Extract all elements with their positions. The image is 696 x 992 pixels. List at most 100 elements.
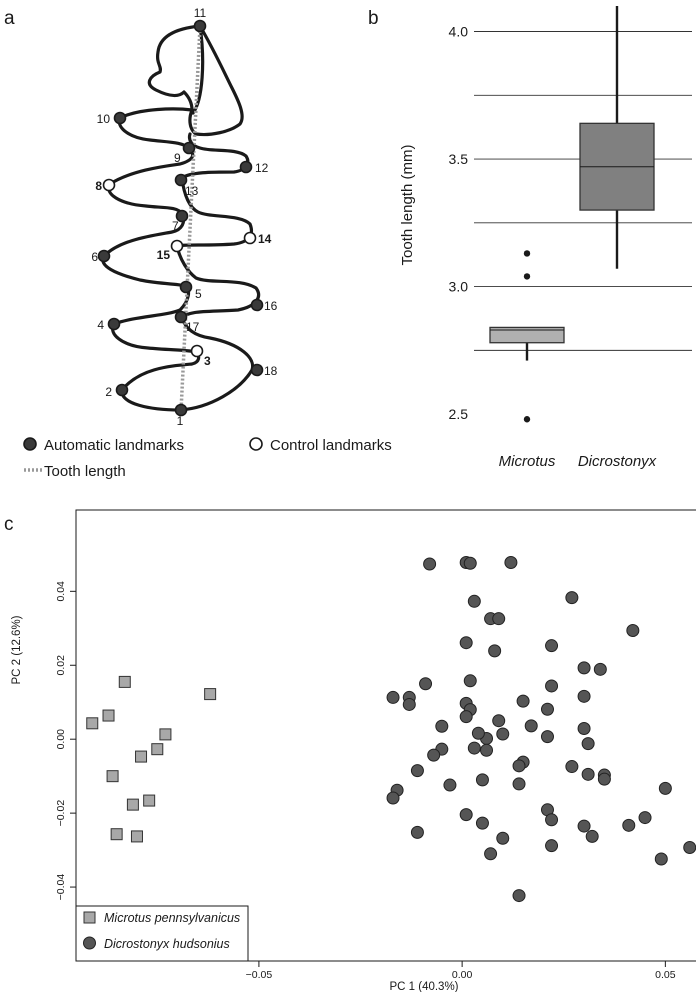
- scatter-point-dicrostonyx: [475, 773, 489, 787]
- scatter-point-dicrostonyx: [504, 555, 518, 569]
- scatter-point-microtus: [135, 750, 148, 763]
- landmark-label-15: 15: [157, 248, 171, 262]
- scatter-point-dicrostonyx: [480, 743, 494, 757]
- boxplot-y-axis-label: Tooth length (mm): [399, 145, 416, 266]
- automatic-landmark-9: [182, 141, 196, 155]
- panel-label-c: c: [4, 514, 14, 535]
- scatter-point-dicrostonyx: [459, 808, 473, 822]
- scatter-point-dicrostonyx: [463, 556, 477, 570]
- scatter-point-dicrostonyx: [524, 719, 538, 733]
- legend-microtus-marker: [83, 911, 96, 924]
- landmark-label-2: 2: [105, 385, 112, 399]
- scatter-point-dicrostonyx: [410, 825, 424, 839]
- scatter-point-dicrostonyx: [386, 791, 400, 805]
- scatter-x-tick-label: 0.05: [655, 969, 676, 981]
- scatter-point-dicrostonyx: [484, 847, 498, 861]
- scatter-x-axis-label: PC 1 (40.3%): [389, 981, 458, 992]
- scatter-y-ticks: −0.04 −0.02 0.00 0.02 0.04: [55, 581, 76, 900]
- boxplot-box-microtus: [489, 326, 565, 344]
- panel-label-b: b: [368, 8, 379, 29]
- scatter-point-dicrostonyx: [488, 644, 502, 658]
- automatic-landmark-12: [239, 160, 253, 174]
- boxplot-y-tick-label: 2.5: [449, 406, 469, 422]
- scatter-point-dicrostonyx: [459, 710, 473, 724]
- boxplot-boxes: [489, 6, 655, 423]
- legend-control-label: Control landmarks: [270, 437, 392, 454]
- legend-automatic-label: Automatic landmarks: [44, 437, 184, 454]
- scatter-point-dicrostonyx: [496, 831, 510, 845]
- scatter-point-microtus: [118, 675, 131, 688]
- scatter-point-dicrostonyx: [577, 721, 591, 735]
- scatter-point-microtus: [126, 798, 139, 811]
- scatter-y-tick-label: 0.02: [55, 655, 67, 676]
- landmark-label-6: 6: [91, 250, 98, 264]
- scatter-point-dicrostonyx: [626, 624, 640, 638]
- scatter-point-microtus: [204, 688, 217, 701]
- scatter-point-dicrostonyx: [435, 719, 449, 733]
- scatter-point-microtus: [143, 794, 156, 807]
- scatter-point-dicrostonyx: [540, 702, 554, 716]
- scatter-points: [86, 555, 696, 903]
- scatter-point-dicrostonyx: [427, 748, 441, 762]
- automatic-landmark-5: [179, 280, 193, 294]
- boxplot-outlier: [523, 416, 531, 423]
- landmark-label-13: 13: [185, 184, 199, 198]
- scatter-point-dicrostonyx: [492, 612, 506, 626]
- scatter-y-tick-label: −0.04: [55, 874, 67, 901]
- scatter-point-dicrostonyx: [423, 557, 437, 571]
- boxplot-y-ticks: 2.5 3.0 3.5 4.0: [449, 24, 469, 423]
- landmark-label-8: 8: [95, 179, 102, 193]
- automatic-landmark-4: [107, 317, 121, 331]
- scatter-point-dicrostonyx: [545, 679, 559, 693]
- tooth-outline-lower: [101, 107, 201, 412]
- scatter-y-tick-label: −0.02: [55, 800, 67, 827]
- scatter-point-dicrostonyx: [475, 816, 489, 830]
- legend-dicrostonyx-label: Dicrostonyx hudsonius: [104, 937, 230, 951]
- scatter-point-dicrostonyx: [545, 639, 559, 653]
- boxplot-y-tick-label: 3.5: [449, 151, 469, 167]
- boxplot-x-ticks: Microtus Dicrostonyx: [499, 453, 657, 470]
- automatic-landmark-7: [175, 209, 189, 223]
- scatter-point-dicrostonyx: [402, 697, 416, 711]
- scatter-point-dicrostonyx: [467, 594, 481, 608]
- scatter-y-tick-label: 0.00: [55, 729, 67, 750]
- automatic-landmark-2: [115, 383, 129, 397]
- legend-tooth-length-label: Tooth length: [44, 463, 126, 480]
- boxplot-y-tick-label: 3.0: [449, 279, 469, 295]
- scatter-point-dicrostonyx: [492, 714, 506, 728]
- scatter-point-dicrostonyx: [597, 772, 611, 786]
- scatter-point-dicrostonyx: [565, 760, 579, 774]
- automatic-landmark-6: [97, 249, 111, 263]
- scatter-x-ticks: −0.05 0.00 0.05: [246, 961, 676, 981]
- boxplot-y-tick-label: 4.0: [449, 24, 469, 40]
- legend-microtus-label: Microtus pennsylvanicus: [104, 911, 240, 925]
- landmark-label-4: 4: [97, 318, 104, 332]
- scatter-point-dicrostonyx: [658, 781, 672, 795]
- scatter-point-microtus: [159, 728, 172, 741]
- scatter-point-dicrostonyx: [577, 819, 591, 833]
- automatic-landmark-18: [250, 363, 264, 377]
- pca-scatter-chart: −0.05 0.00 0.05 −0.04 −0.02 0.00 0.02 0.04 PC …: [11, 509, 696, 992]
- automatic-landmark-11: [193, 19, 207, 33]
- boxplot-x-tick-label: Dicrostonyx: [578, 453, 657, 470]
- boxplot-outlier: [523, 250, 531, 257]
- scatter-point-dicrostonyx: [638, 811, 652, 825]
- panel-label-a: a: [4, 8, 15, 29]
- landmark-label-9: 9: [174, 151, 181, 165]
- control-landmark-3: [190, 344, 204, 358]
- scatter-point-microtus: [86, 717, 99, 730]
- scatter-point-dicrostonyx: [459, 636, 473, 650]
- landmark-label-3: 3: [204, 354, 211, 368]
- landmark-label-10: 10: [97, 112, 111, 126]
- scatter-point-dicrostonyx: [540, 730, 554, 744]
- boxplot-gridlines: [474, 31, 692, 351]
- scatter-y-tick-label: 0.04: [55, 581, 67, 602]
- scatter-point-microtus: [151, 743, 164, 756]
- scatter-point-dicrostonyx: [410, 764, 424, 778]
- landmark-label-11: 11: [194, 6, 207, 20]
- scatter-point-dicrostonyx: [593, 662, 607, 676]
- legend-dicrostonyx-marker: [83, 936, 96, 950]
- scatter-point-dicrostonyx: [463, 674, 477, 688]
- scatter-legend: Microtus pennsylvanicus Dicrostonyx huds…: [75, 905, 249, 962]
